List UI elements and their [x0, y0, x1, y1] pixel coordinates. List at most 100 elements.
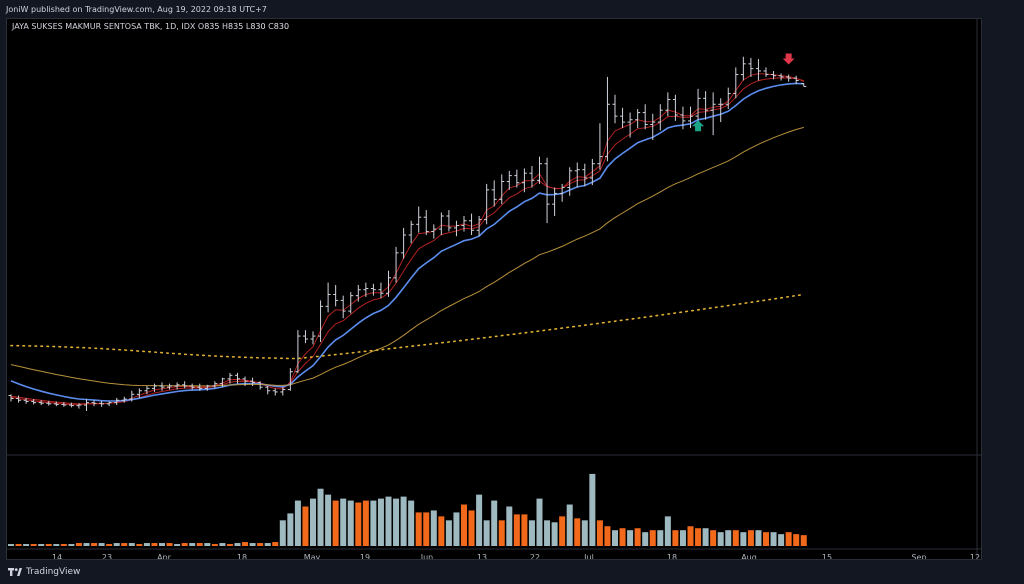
volume-bar: [83, 543, 90, 546]
volume-bar: [506, 506, 513, 546]
volume-bar: [272, 542, 279, 546]
ohlc-bar: [129, 390, 135, 402]
ohlc-bar: [378, 282, 384, 299]
ohlc-bar: [771, 70, 777, 80]
volume-bar: [536, 498, 543, 546]
ohlc-bar: [733, 67, 739, 99]
ohlc-bar: [763, 67, 769, 77]
ohlc-bar: [219, 377, 225, 388]
ohlc-bar: [38, 400, 44, 406]
volume-bar: [453, 512, 460, 546]
ohlc-bar: [529, 166, 535, 188]
volume-bar: [136, 544, 143, 546]
volume-bar: [113, 543, 120, 546]
volume-bar: [340, 498, 347, 546]
ohlc-bar: [612, 94, 618, 124]
ma-dotted-line: [10, 293, 805, 360]
volume-bar: [566, 504, 573, 546]
volume-bar: [98, 543, 105, 546]
ohlc-bar: [703, 91, 709, 120]
ohlc-bar: [755, 59, 761, 81]
ohlc-open: 835: [204, 22, 220, 31]
ohlc-bar: [370, 283, 376, 296]
volume-bar: [483, 520, 490, 546]
ohlc-bar: [189, 383, 195, 390]
ohlc-bar: [793, 75, 799, 85]
ohlc-bar: [718, 98, 724, 123]
arrow-up-icon: [692, 120, 705, 132]
symbol-name: JAYA SUKSES MAKMUR SENTOSA TBK, 1D, IDX: [12, 22, 196, 31]
ohlc-bar: [544, 157, 550, 224]
chart-panel[interactable]: IDR2402803203604004404805205606006406807…: [6, 18, 982, 560]
ohlc-bar: [355, 284, 361, 302]
volume-bar: [430, 510, 437, 546]
volume-bar: [627, 530, 634, 546]
volume-bar: [491, 500, 498, 546]
ohlc-bar: [416, 206, 422, 233]
ohlc-bar: [559, 183, 565, 202]
volume-bar: [785, 532, 792, 546]
ohlc-bar: [310, 331, 316, 345]
ohlc-bar: [431, 224, 437, 239]
volume-bar: [159, 543, 165, 546]
ohlc-bar: [604, 76, 610, 162]
ohlc-bar: [582, 163, 588, 187]
ohlc-bar: [151, 383, 157, 392]
ohlc-bar: [257, 381, 263, 390]
ohlc-bar: [280, 387, 286, 396]
volume-bar: [393, 498, 400, 546]
volume-bar: [355, 502, 362, 546]
volume-bar: [528, 520, 535, 546]
ohlc-bar: [325, 282, 331, 313]
ohlc-bar: [167, 383, 173, 390]
volume-bar: [264, 543, 271, 546]
chart-svg[interactable]: IDR2402803203604004404805205606006406807…: [7, 19, 981, 559]
ohlc-bar: [68, 402, 74, 408]
ohlc-bar: [76, 403, 82, 409]
volume-bar: [347, 500, 354, 546]
volume-bar: [596, 520, 603, 546]
volume-bar: [287, 513, 294, 546]
volume-bar: [664, 516, 671, 546]
ohlc-bar: [212, 381, 218, 389]
volume-bar: [687, 526, 694, 546]
volume-bar: [196, 543, 203, 546]
ohlc-bar: [31, 399, 37, 405]
ohlc-close-label: C: [268, 22, 274, 31]
ohlc-bar: [589, 158, 595, 186]
x-tick-label: May: [304, 553, 321, 559]
volume-bar: [717, 532, 724, 546]
ohlc-bar: [446, 210, 452, 232]
ohlc-bar: [401, 227, 407, 259]
ohlc-bar: [688, 106, 693, 129]
ohlc-bar: [537, 156, 542, 184]
volume-bar: [249, 543, 256, 546]
ma-red-fast-line: [10, 73, 804, 406]
ohlc-close: 830: [273, 22, 290, 31]
volume-bar: [310, 498, 316, 546]
volume-bar: [317, 488, 324, 546]
volume-bar: [181, 543, 188, 546]
ohlc-bar: [250, 377, 256, 386]
volume-bar: [763, 532, 769, 546]
volume-bar: [385, 496, 392, 546]
x-tick-label: 19: [360, 553, 370, 559]
ohlc-bar: [287, 368, 293, 391]
ohlc-bar: [778, 73, 784, 81]
x-tick-label: 18: [237, 553, 247, 559]
x-tick-label: 12: [970, 553, 980, 559]
volume-bar: [702, 528, 709, 546]
volume-bar: [649, 530, 656, 546]
ohlc-bar: [408, 220, 414, 244]
ohlc-bar: [348, 292, 354, 314]
ohlc-bar: [499, 174, 505, 205]
volume-bar: [332, 500, 339, 546]
volume-bar: [75, 543, 82, 546]
ohlc-bar: [235, 372, 240, 384]
volume-bar: [574, 518, 581, 546]
volume-bar: [770, 532, 777, 546]
ohlc-bar: [144, 385, 150, 395]
ma-gold-line: [10, 126, 804, 387]
volume-bar: [23, 544, 30, 546]
volume-bar: [445, 520, 452, 546]
